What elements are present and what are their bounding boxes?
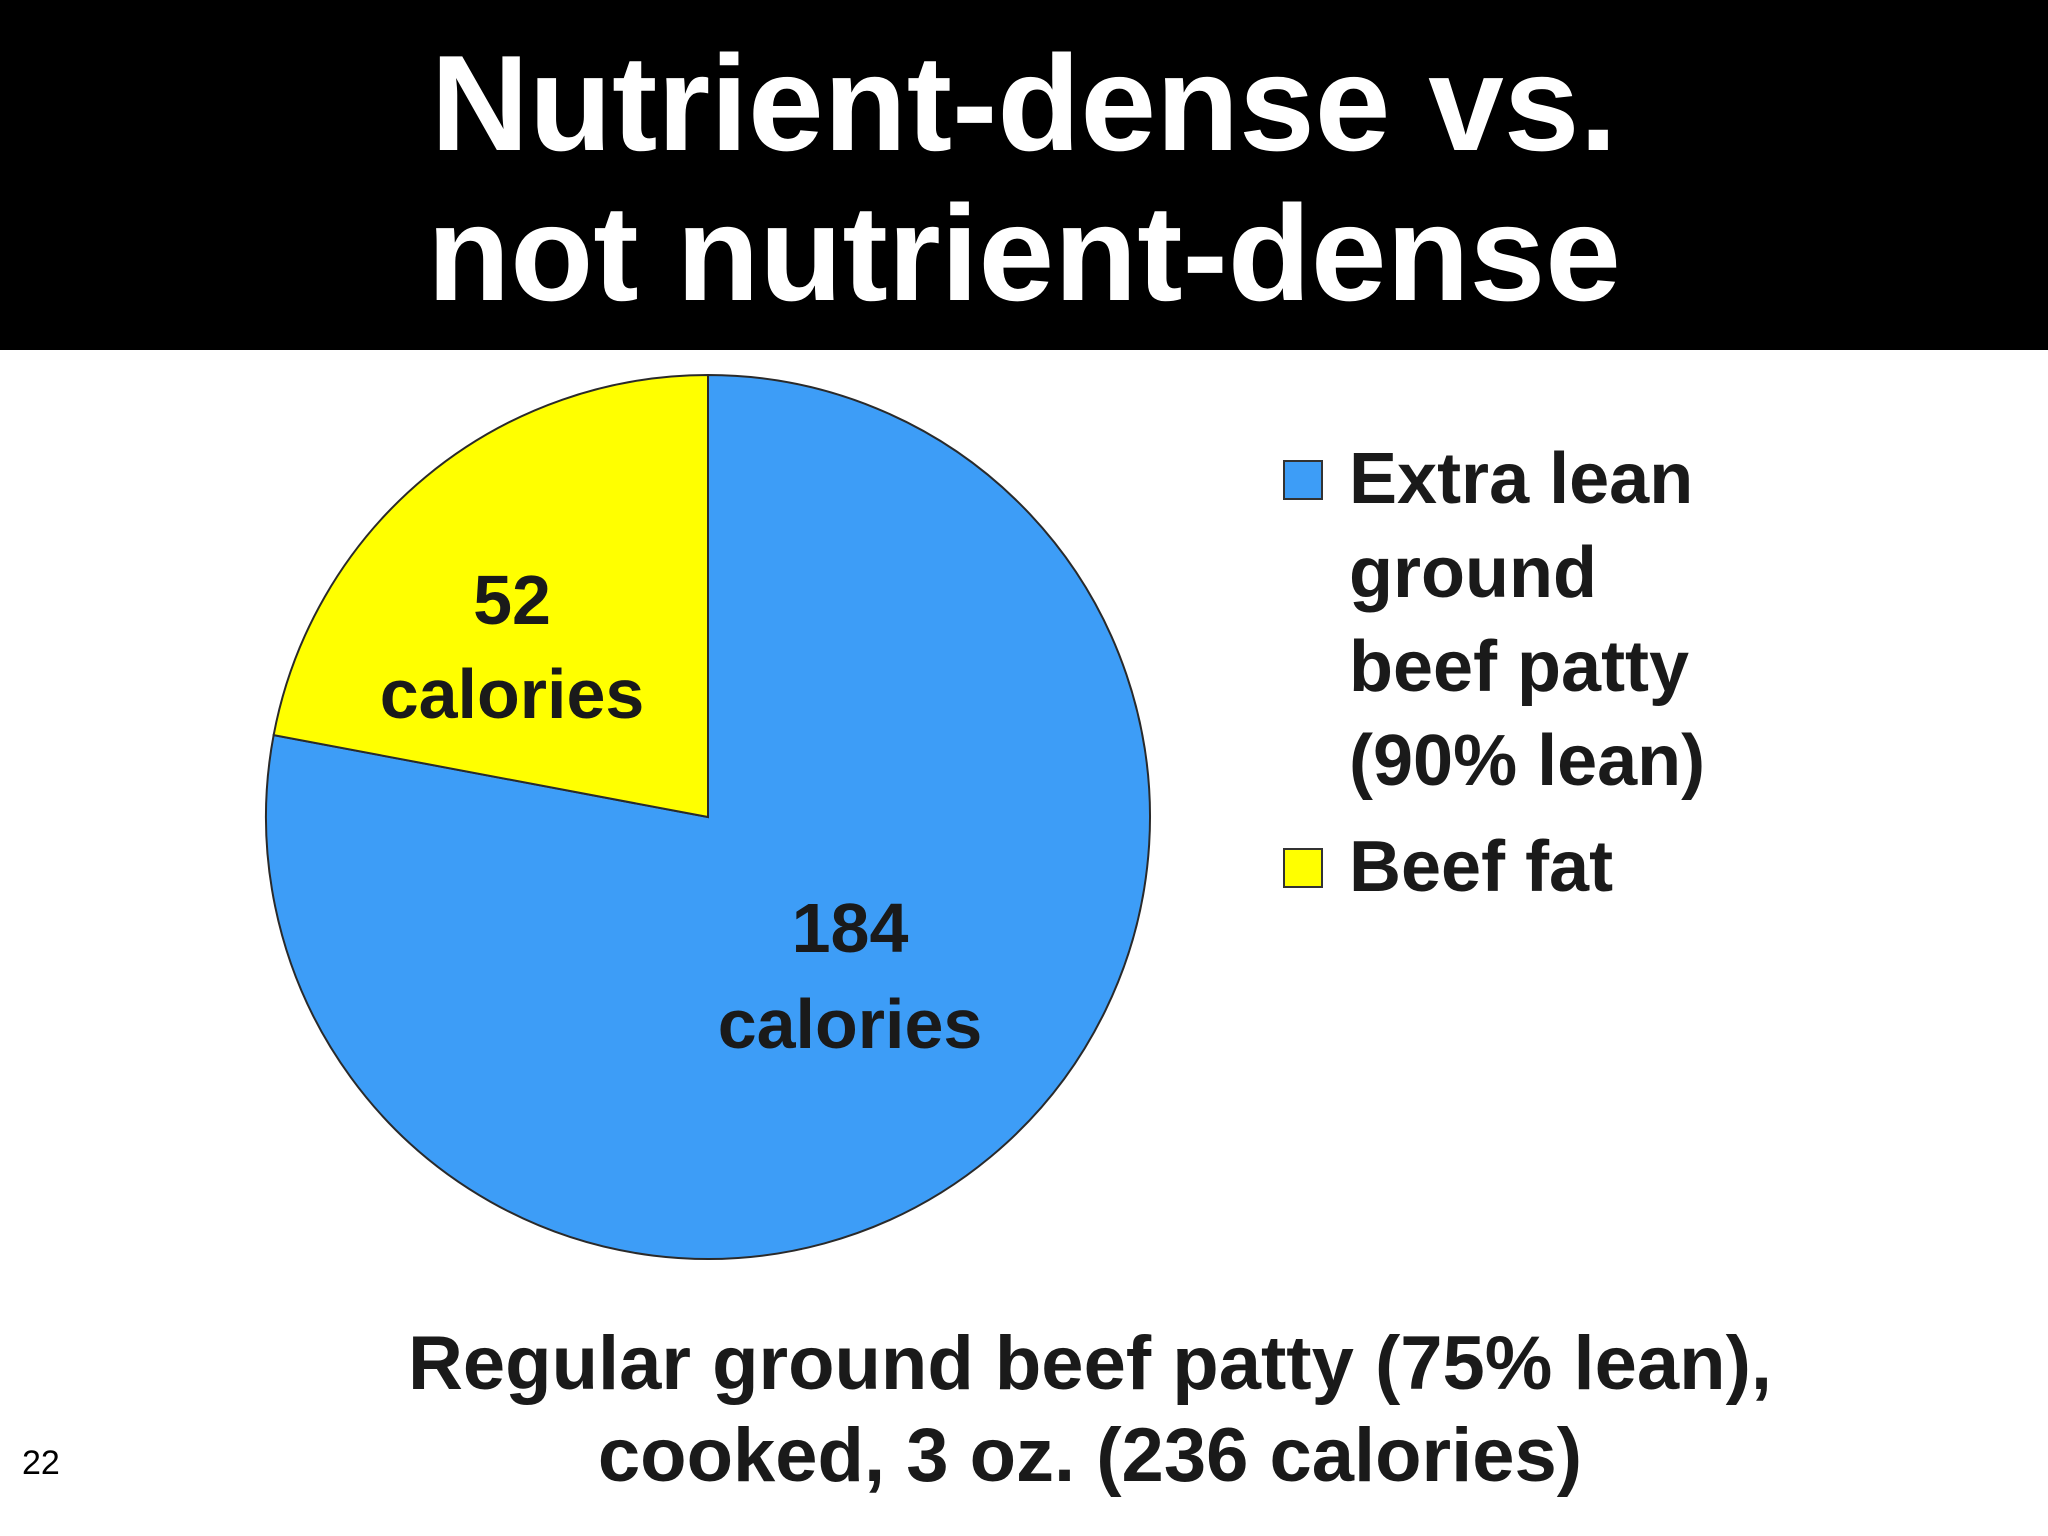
legend-label-line: (90% lean) <box>1349 721 1706 801</box>
chart-caption: Regular ground beef patty (75% lean), co… <box>330 1318 1850 1502</box>
legend-label-line: Extra lean <box>1349 439 1694 519</box>
legend-label-line: Beef fat <box>1349 827 1614 907</box>
slide-number: 22 <box>22 1444 60 1482</box>
slice-label-beef-fat: calories <box>380 655 645 733</box>
legend-item-extra-lean: Extra lean ground beef patty (90% lean) <box>1283 432 1983 808</box>
chart-legend: Extra lean ground beef patty (90% lean) … <box>1283 432 1983 914</box>
slice-label-extra-lean: 184 <box>792 889 909 967</box>
legend-label-line: beef patty <box>1349 627 1690 707</box>
legend-swatch-beef-fat <box>1283 848 1323 888</box>
title-line-2: not nutrient-dense <box>427 177 1621 329</box>
title-line-1: Nutrient-dense vs. <box>430 27 1618 179</box>
title-bar <box>0 0 2048 350</box>
legend-item-beef-fat: Beef fat <box>1283 820 1983 914</box>
legend-swatch-extra-lean <box>1283 460 1323 500</box>
slide-title: Nutrient-dense vs. not nutrient-dense <box>0 28 2048 328</box>
slice-label-extra-lean: calories <box>718 985 983 1063</box>
slice-label-beef-fat: 52 <box>473 561 551 639</box>
legend-label-line: ground <box>1349 533 1597 613</box>
pie-slice-beef-fat <box>272 373 709 819</box>
caption-line-2: cooked, 3 oz. (236 calories) <box>597 1413 1583 1498</box>
caption-line-1: Regular ground beef patty (75% lean), <box>408 1321 1772 1406</box>
